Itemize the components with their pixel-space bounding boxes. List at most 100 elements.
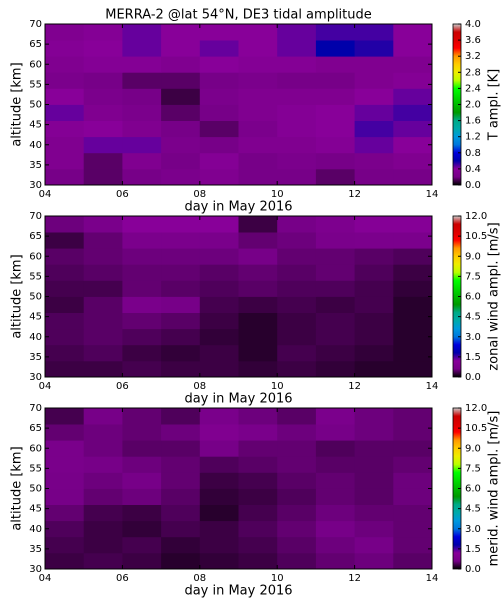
heatmap-cell: [238, 296, 278, 313]
heatmap-cell: [83, 344, 123, 362]
heatmap-cell: [315, 24, 355, 41]
heatmap-cell: [315, 248, 355, 265]
heatmap-cell: [277, 88, 317, 105]
heatmap-cell: [277, 120, 317, 138]
x-axis-label: day in May 2016: [184, 200, 292, 215]
heatmap-cell: [83, 296, 123, 313]
heatmap-cell: [122, 24, 162, 41]
colorbar-tick-label: 0.8: [465, 148, 481, 159]
colorbar-tick-label: 0.0: [465, 564, 481, 575]
heatmap-cell: [315, 488, 355, 505]
x-axis-label: day in May 2016: [184, 584, 292, 599]
heatmap-cell: [354, 56, 394, 73]
heatmap-cell: [354, 408, 394, 425]
heatmap-cell: [277, 40, 317, 57]
x-tick-label: 04: [39, 189, 52, 200]
heatmap-cell: [122, 88, 162, 105]
heatmap-cell: [161, 56, 201, 73]
heatmap-cell: [199, 312, 239, 330]
heatmap-cell: [393, 456, 433, 473]
heatmap-cell: [199, 360, 239, 378]
heatmap-cell: [238, 440, 278, 457]
heatmap-cell: [45, 88, 85, 105]
heatmap-cell: [161, 136, 201, 154]
heatmap-cell: [122, 440, 162, 457]
colorbar-label: zonal wind ampl. [m/s]: [487, 222, 502, 370]
heatmap-cell: [315, 152, 355, 170]
heatmap-cell: [277, 280, 317, 297]
heatmap-cell: [277, 424, 317, 441]
heatmap-cell: [315, 344, 355, 362]
heatmap-cell: [238, 536, 278, 554]
heatmap-cell: [354, 232, 394, 249]
heatmap-cell: [161, 72, 201, 89]
heatmap-cell: [315, 456, 355, 473]
heatmap-cell: [122, 536, 162, 554]
heatmap-cell: [161, 248, 201, 265]
heatmap-cell: [122, 168, 162, 186]
heatmap-cell: [45, 520, 85, 538]
heatmap-cell: [45, 168, 85, 186]
heatmap-cell: [393, 104, 433, 121]
heatmap-cell: [238, 248, 278, 265]
colorbar-tick-label: 9.0: [465, 443, 481, 454]
heatmap-cell: [354, 328, 394, 346]
x-tick-label: 12: [348, 381, 361, 392]
y-axis-label: altitude [km]: [10, 254, 25, 338]
colorbar-tick-label: 1.5: [465, 544, 481, 555]
heatmap-cell: [83, 104, 123, 121]
y-tick-label: 65: [29, 423, 42, 434]
heatmap-cell: [161, 424, 201, 441]
heatmap-cell: [393, 440, 433, 457]
heatmap-cell: [45, 344, 85, 362]
heatmap-cell: [83, 360, 123, 378]
heatmap-cell: [161, 312, 201, 330]
heatmap-cell: [354, 520, 394, 538]
heatmap-cell: [199, 232, 239, 249]
x-tick-label: 08: [193, 573, 206, 584]
heatmap-cell: [238, 360, 278, 378]
heatmap-cell: [199, 472, 239, 489]
heatmap-cell: [238, 504, 278, 522]
heatmap-cell: [122, 104, 162, 121]
heatmap-cell: [238, 456, 278, 473]
heatmap-panel: 04 06 08 10 12 14 30 35 40 45 50 55 60 65 70 day in May…: [10, 211, 502, 407]
heatmap-cell: [83, 216, 123, 233]
heatmap-cell: [315, 536, 355, 554]
heatmap-cell: [45, 216, 85, 233]
heatmap-cell: [238, 72, 278, 89]
heatmap-cell: [83, 312, 123, 330]
x-axis-label: day in May 2016: [184, 392, 292, 407]
heatmap-cell: [238, 328, 278, 346]
heatmap-cell: [122, 504, 162, 522]
heatmap-cell: [354, 552, 394, 570]
heatmap-cell: [122, 552, 162, 570]
y-tick-label: 65: [29, 39, 42, 50]
colorbar-tick-label: 2.0: [465, 100, 481, 111]
heatmap-cell: [354, 216, 394, 233]
heatmap-cell: [45, 24, 85, 41]
heatmap-cell: [277, 472, 317, 489]
heatmap-cell: [277, 232, 317, 249]
heatmap-cell: [315, 440, 355, 457]
y-tick-label: 70: [29, 19, 42, 30]
heatmap-cell: [161, 520, 201, 538]
heatmap-cell: [83, 88, 123, 105]
heatmap-cell: [315, 520, 355, 538]
heatmap-cell: [199, 264, 239, 281]
heatmap-cell: [393, 24, 433, 41]
heatmap-cell: [122, 232, 162, 249]
heatmap-cell: [161, 456, 201, 473]
colorbar-tick-label: 1.6: [465, 116, 481, 127]
heatmap-cell: [122, 408, 162, 425]
heatmap-cell: [199, 280, 239, 297]
heatmap-cell: [238, 264, 278, 281]
heatmap-cell: [122, 56, 162, 73]
y-tick-label: 60: [29, 59, 42, 70]
heatmap-cell: [238, 40, 278, 57]
heatmap-cell: [277, 264, 317, 281]
heatmap-cell: [393, 344, 433, 362]
heatmap-cell: [199, 536, 239, 554]
heatmap-cell: [393, 216, 433, 233]
x-tick-label: 06: [116, 381, 129, 392]
